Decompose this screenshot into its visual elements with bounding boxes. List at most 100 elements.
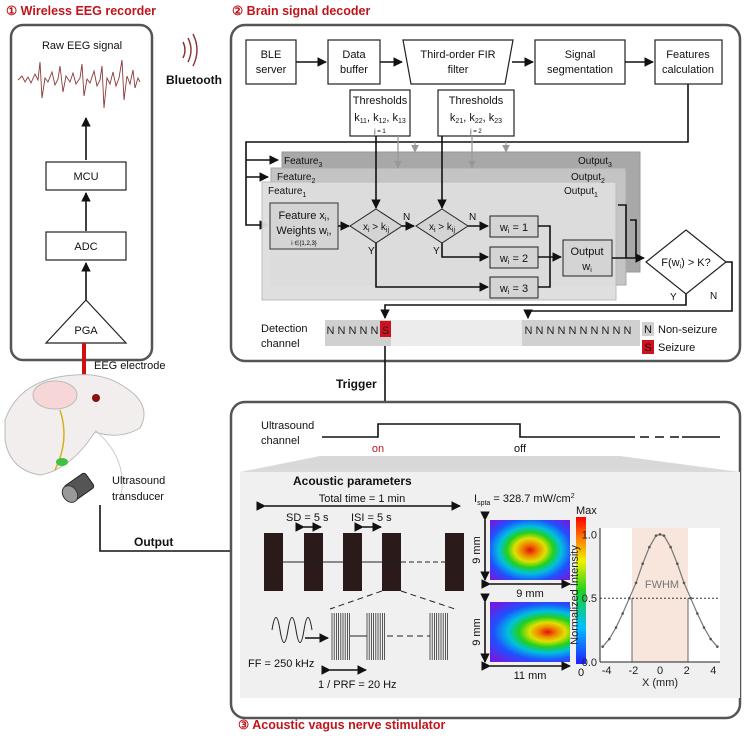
- pulse-train: [264, 533, 464, 610]
- data-point: [702, 626, 706, 629]
- raw-eeg-label: Raw EEG signal: [42, 40, 122, 52]
- decision-yes-label: Y: [670, 292, 677, 303]
- ultrasound-channel-signal: [322, 423, 635, 438]
- non-seizure-mark: N: [525, 325, 533, 337]
- svg-text:wi = 3: wi = 3: [499, 283, 528, 296]
- ble-server-block: [245, 39, 297, 85]
- yes-label-2: Y: [433, 246, 440, 257]
- output-line: [99, 505, 230, 552]
- decoder-pipeline: BLE server Data buffer Third-order FIR f…: [245, 39, 733, 319]
- seg-label-1: Signal: [565, 49, 596, 61]
- prf-label: 1 / PRF = 20 Hz: [318, 679, 397, 691]
- feature-weights-block: [269, 202, 339, 250]
- data-point: [696, 612, 699, 615]
- data-point: [608, 637, 611, 641]
- map1-width-label: 9 mm: [516, 588, 544, 600]
- on-label: on: [372, 443, 384, 455]
- seizure-mark: S: [382, 325, 389, 337]
- x-tick-label: -4: [602, 665, 612, 677]
- data-point: [614, 626, 618, 629]
- non-seizure-mark: N: [602, 325, 610, 337]
- segmentation-block: [534, 39, 626, 85]
- colorbar: [576, 517, 586, 664]
- sd-label: SD = 5 s: [286, 512, 329, 524]
- feat-label-1: Features: [666, 49, 710, 61]
- weight-boxes: wi = 1 wi = 2 wi = 3: [489, 215, 539, 299]
- off-label: off: [514, 443, 527, 455]
- fir-label-2: filter: [448, 64, 469, 76]
- adc-label: ADC: [74, 241, 97, 253]
- y-axis-label: Normalized Intensity: [569, 545, 581, 645]
- svg-text:wi = 2: wi = 2: [499, 253, 528, 266]
- output1-label: Output1: [564, 186, 598, 199]
- thresholds-j1-index: j = 1: [373, 129, 386, 135]
- svg-text:wi: wi: [581, 261, 592, 274]
- total-time-label: Total time = 1 min: [319, 493, 406, 505]
- non-seizure-mark: N: [360, 325, 368, 337]
- isi-label: ISI = 5 s: [351, 512, 392, 524]
- x-axis-label: X (mm): [642, 677, 678, 689]
- weights-w-label: Weights wi,: [276, 225, 331, 238]
- feature-x-label: Feature xi,: [278, 210, 329, 223]
- transducer-label-2: transducer: [112, 491, 164, 503]
- fwhm-plot: -4 -2 0 2 4 0.0 0.5 1.0 X (mm) Normalized Intensi…: [569, 528, 720, 689]
- svg-text:wi = 1: wi = 1: [499, 222, 528, 235]
- output3-label: Output3: [578, 156, 612, 169]
- y-tick-label: 1.0: [582, 529, 597, 541]
- fir-label-1: Third-order FIR: [420, 49, 495, 61]
- ultrasound-channel-label-1: Ultrasound: [261, 420, 314, 432]
- pga-label: PGA: [74, 325, 98, 337]
- x-tick-label: -2: [628, 665, 638, 677]
- non-seizure-mark: N: [536, 325, 544, 337]
- output-w-label: Output: [570, 246, 603, 258]
- thresholds-j2-k: k21, k22, k23: [450, 112, 502, 125]
- sine-wave: [271, 617, 313, 643]
- ultrasound-channel-label-2: channel: [261, 435, 300, 447]
- non-seizure-mark: N: [371, 325, 379, 337]
- mouse-illustration: [4, 374, 145, 501]
- data-point: [716, 645, 719, 648]
- decision-no-label: N: [710, 291, 717, 302]
- thresholds-j1: [349, 89, 411, 137]
- data-point: [662, 534, 666, 537]
- data-point: [634, 581, 638, 585]
- non-seizure-mark: N: [591, 325, 599, 337]
- detection-label-2: channel: [261, 338, 300, 350]
- transducer-label-1: Ultrasound: [112, 475, 165, 487]
- non-seizure-mark: N: [338, 325, 346, 337]
- colorbar-min: 0: [578, 667, 584, 679]
- bluetooth-label: Bluetooth: [166, 73, 222, 87]
- heatmap-axial: [490, 602, 570, 662]
- map1-height-label: 9 mm: [471, 536, 483, 564]
- adc-block: [45, 231, 127, 261]
- thresholds-j2: [437, 89, 515, 137]
- map2-height-label: 9 mm: [471, 618, 483, 646]
- non-seizure-mark: N: [624, 325, 632, 337]
- compare-j1-label: xi > kij: [363, 222, 390, 234]
- fwhm-band: [632, 528, 688, 662]
- feature1-label: Feature1: [268, 186, 306, 199]
- y-tick-label: 0.0: [582, 657, 597, 669]
- decision-label: F(wi) > K?: [661, 257, 711, 270]
- data-point: [682, 581, 686, 585]
- non-seizure-mark: N: [327, 325, 335, 337]
- feat-label-2: calculation: [662, 64, 714, 76]
- buffer-label-2: buffer: [340, 64, 368, 76]
- data-point: [648, 545, 651, 549]
- feature-index-range: i ∈{1,2,3}: [291, 240, 317, 247]
- colorbar-max: Max: [576, 505, 597, 517]
- data-point: [689, 596, 692, 600]
- compare-j2-label: xi > kij: [429, 222, 456, 234]
- feature3-label: Feature3: [284, 156, 322, 169]
- data-point: [654, 534, 658, 537]
- recorder-title: ① Wireless EEG recorder: [6, 4, 156, 18]
- legend-non-seizure: Non-seizure: [658, 324, 717, 336]
- output2-label: Output2: [571, 172, 605, 185]
- non-seizure-mark: N: [547, 325, 555, 337]
- seg-label-2: segmentation: [547, 64, 613, 76]
- ff-label: FF = 250 kHz: [248, 658, 314, 670]
- thresholds-j2-index: j = 2: [469, 129, 482, 135]
- non-seizure-mark: N: [349, 325, 357, 337]
